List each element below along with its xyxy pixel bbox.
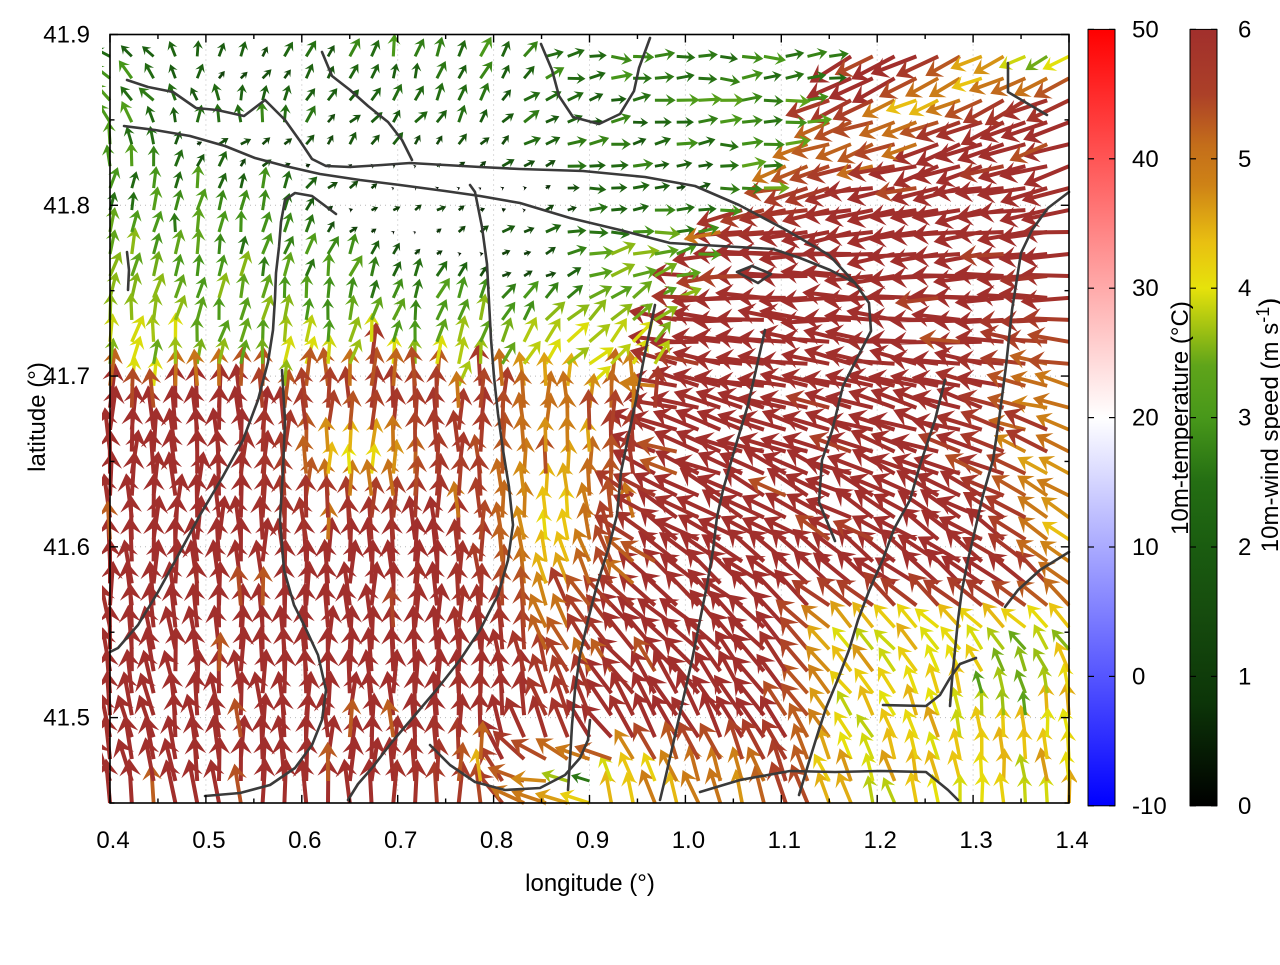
svg-text:0.7: 0.7 (384, 827, 417, 854)
svg-text:10: 10 (1132, 534, 1159, 561)
svg-text:4: 4 (1238, 275, 1251, 302)
svg-text:40: 40 (1132, 146, 1159, 173)
svg-text:1.2: 1.2 (864, 827, 897, 854)
svg-text:latitude (°): latitude (°) (24, 362, 51, 472)
svg-text:41.5: 41.5 (43, 705, 90, 732)
svg-text:41.7: 41.7 (43, 363, 90, 390)
svg-text:3: 3 (1238, 405, 1251, 432)
svg-text:1.0: 1.0 (672, 827, 705, 854)
svg-text:0: 0 (1132, 663, 1145, 690)
svg-text:41.6: 41.6 (43, 534, 90, 561)
svg-text:0.6: 0.6 (288, 827, 321, 854)
svg-text:0: 0 (1238, 793, 1251, 820)
svg-text:50: 50 (1132, 16, 1159, 43)
svg-text:41.8: 41.8 (43, 192, 90, 219)
svg-text:6: 6 (1238, 16, 1251, 43)
svg-text:1.1: 1.1 (768, 827, 801, 854)
svg-text:5: 5 (1238, 146, 1251, 173)
svg-text:2: 2 (1238, 534, 1251, 561)
svg-text:1.3: 1.3 (959, 827, 992, 854)
svg-text:0.9: 0.9 (576, 827, 609, 854)
svg-text:1: 1 (1238, 663, 1251, 690)
svg-text:41.9: 41.9 (43, 22, 90, 49)
svg-text:1.4: 1.4 (1055, 827, 1088, 854)
svg-text:10m-temperature (°C): 10m-temperature (°C) (1167, 301, 1194, 535)
svg-text:20: 20 (1132, 405, 1159, 432)
svg-text:0.4: 0.4 (96, 827, 129, 854)
svg-text:10m-wind speed (m s-1): 10m-wind speed (m s-1) (1253, 298, 1280, 552)
svg-text:30: 30 (1132, 275, 1159, 302)
svg-text:-10: -10 (1132, 793, 1167, 820)
svg-text:0.8: 0.8 (480, 827, 513, 854)
svg-text:0.5: 0.5 (192, 827, 225, 854)
svg-text:longitude (°): longitude (°) (525, 870, 655, 897)
